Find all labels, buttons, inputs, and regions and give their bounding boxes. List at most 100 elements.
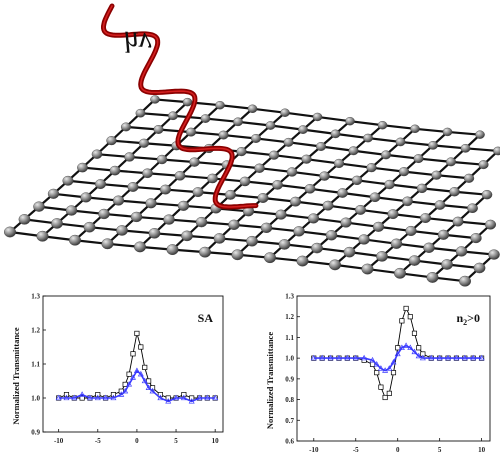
photon-wave: [101, 3, 259, 210]
x-tick-label: 0: [135, 437, 139, 445]
lattice-bond: [400, 140, 434, 147]
data-point: [165, 398, 172, 404]
carbon-atom: [455, 246, 468, 257]
carbon-atom: [153, 125, 164, 134]
data-point: [180, 394, 187, 401]
carbon-atom: [120, 122, 132, 132]
carbon-atom: [106, 136, 117, 146]
carbon-atom: [298, 125, 308, 134]
carbon-atom: [77, 162, 88, 173]
carbon-atom: [181, 230, 193, 242]
carbon-atom: [213, 233, 226, 244]
carbon-atom: [278, 239, 291, 250]
carbon-atom: [423, 242, 435, 253]
data-point: [130, 374, 136, 380]
carbon-atom: [33, 201, 45, 212]
carbon-atom: [442, 127, 453, 137]
plot-frame: [296, 295, 491, 442]
carbon-atom: [363, 133, 373, 143]
lattice-atoms: [3, 95, 500, 287]
data-point: [419, 354, 426, 361]
carbon-atom: [293, 226, 305, 237]
data-point: [149, 387, 156, 394]
series-triangle: [310, 342, 485, 373]
carbon-atom: [437, 229, 450, 240]
carbon-atom: [434, 200, 446, 210]
lattice-bond: [356, 179, 390, 186]
carbon-atom: [174, 170, 186, 181]
x-tick-label: 10: [212, 437, 220, 445]
data-point: [386, 390, 392, 396]
carbon-atom: [395, 137, 406, 147]
lattice-bond: [302, 128, 336, 135]
carbon-atom: [254, 163, 265, 173]
carbon-atom: [3, 226, 17, 238]
carbon-atom: [283, 137, 294, 147]
lattice-bond: [349, 120, 383, 127]
lattice-bond: [158, 128, 192, 134]
lattice-bond: [143, 142, 177, 147]
carbon-atom: [398, 167, 410, 177]
carbon-atom: [265, 121, 276, 130]
lattice-bond: [114, 169, 148, 175]
data-point: [165, 395, 171, 401]
lattice-bond: [432, 144, 466, 150]
data-point: [407, 314, 413, 320]
carbon-atom: [387, 209, 399, 220]
carbon-atom: [130, 211, 143, 223]
data-point: [79, 391, 86, 397]
data-point: [86, 394, 93, 401]
data-point: [378, 384, 384, 390]
data-point: [335, 354, 342, 361]
lattice-bond: [439, 203, 473, 210]
lattice-bond: [82, 166, 116, 172]
x-tick-label: -10: [309, 446, 319, 454]
carbon-atom: [416, 183, 428, 194]
lattice-bond: [335, 132, 369, 140]
y-tick-label: 1.1: [285, 334, 294, 342]
y-tick-label: 1.2: [285, 313, 294, 321]
data-point: [63, 392, 70, 398]
chart-panel-n2: 0.6 0.7 0.8 0.9 1.0 1.1 1.2 1.3 -10 -5 0 5 10 Normali…: [265, 293, 491, 454]
lattice-bond: [273, 154, 307, 161]
carbon-atom: [51, 218, 63, 229]
lattice-bond: [255, 137, 289, 144]
lattice-bond: [447, 130, 481, 136]
carbon-atom: [91, 149, 103, 159]
carbon-atom: [377, 121, 388, 130]
lattice-bond: [306, 158, 340, 165]
data-point: [181, 392, 187, 398]
data-point: [71, 394, 78, 401]
carbon-atom: [333, 158, 345, 168]
carbon-atom: [467, 203, 478, 214]
carbon-atom: [329, 259, 342, 271]
data-point: [390, 370, 397, 376]
carbon-atom: [148, 228, 161, 239]
carbon-atom: [142, 168, 153, 179]
carbon-atom: [413, 154, 424, 164]
carbon-atom: [233, 117, 243, 127]
carbon-atom: [372, 221, 385, 232]
lattice-bond: [465, 147, 499, 153]
data-point: [407, 344, 414, 350]
carbon-atom: [150, 95, 160, 104]
carbon-atom: [68, 234, 81, 246]
y-tick-label: 1.0: [285, 355, 294, 363]
carbon-atom: [215, 101, 225, 110]
carbon-atom: [484, 219, 497, 230]
carbon-atom: [481, 189, 493, 200]
data-point: [436, 354, 443, 361]
carbon-atom: [478, 160, 489, 170]
photon-label: hv: [122, 24, 154, 59]
carbon-atom: [304, 183, 316, 194]
data-point: [403, 342, 410, 348]
carbon-atom: [358, 234, 370, 245]
graphene-lattice: [3, 95, 500, 287]
panel-tag: n2>0: [456, 311, 480, 327]
lattice-bond: [371, 166, 405, 173]
carbon-atom: [463, 173, 475, 183]
lattice-bond: [161, 158, 195, 164]
data-point: [470, 354, 477, 361]
carbon-atom: [18, 214, 31, 225]
data-point: [133, 367, 140, 373]
